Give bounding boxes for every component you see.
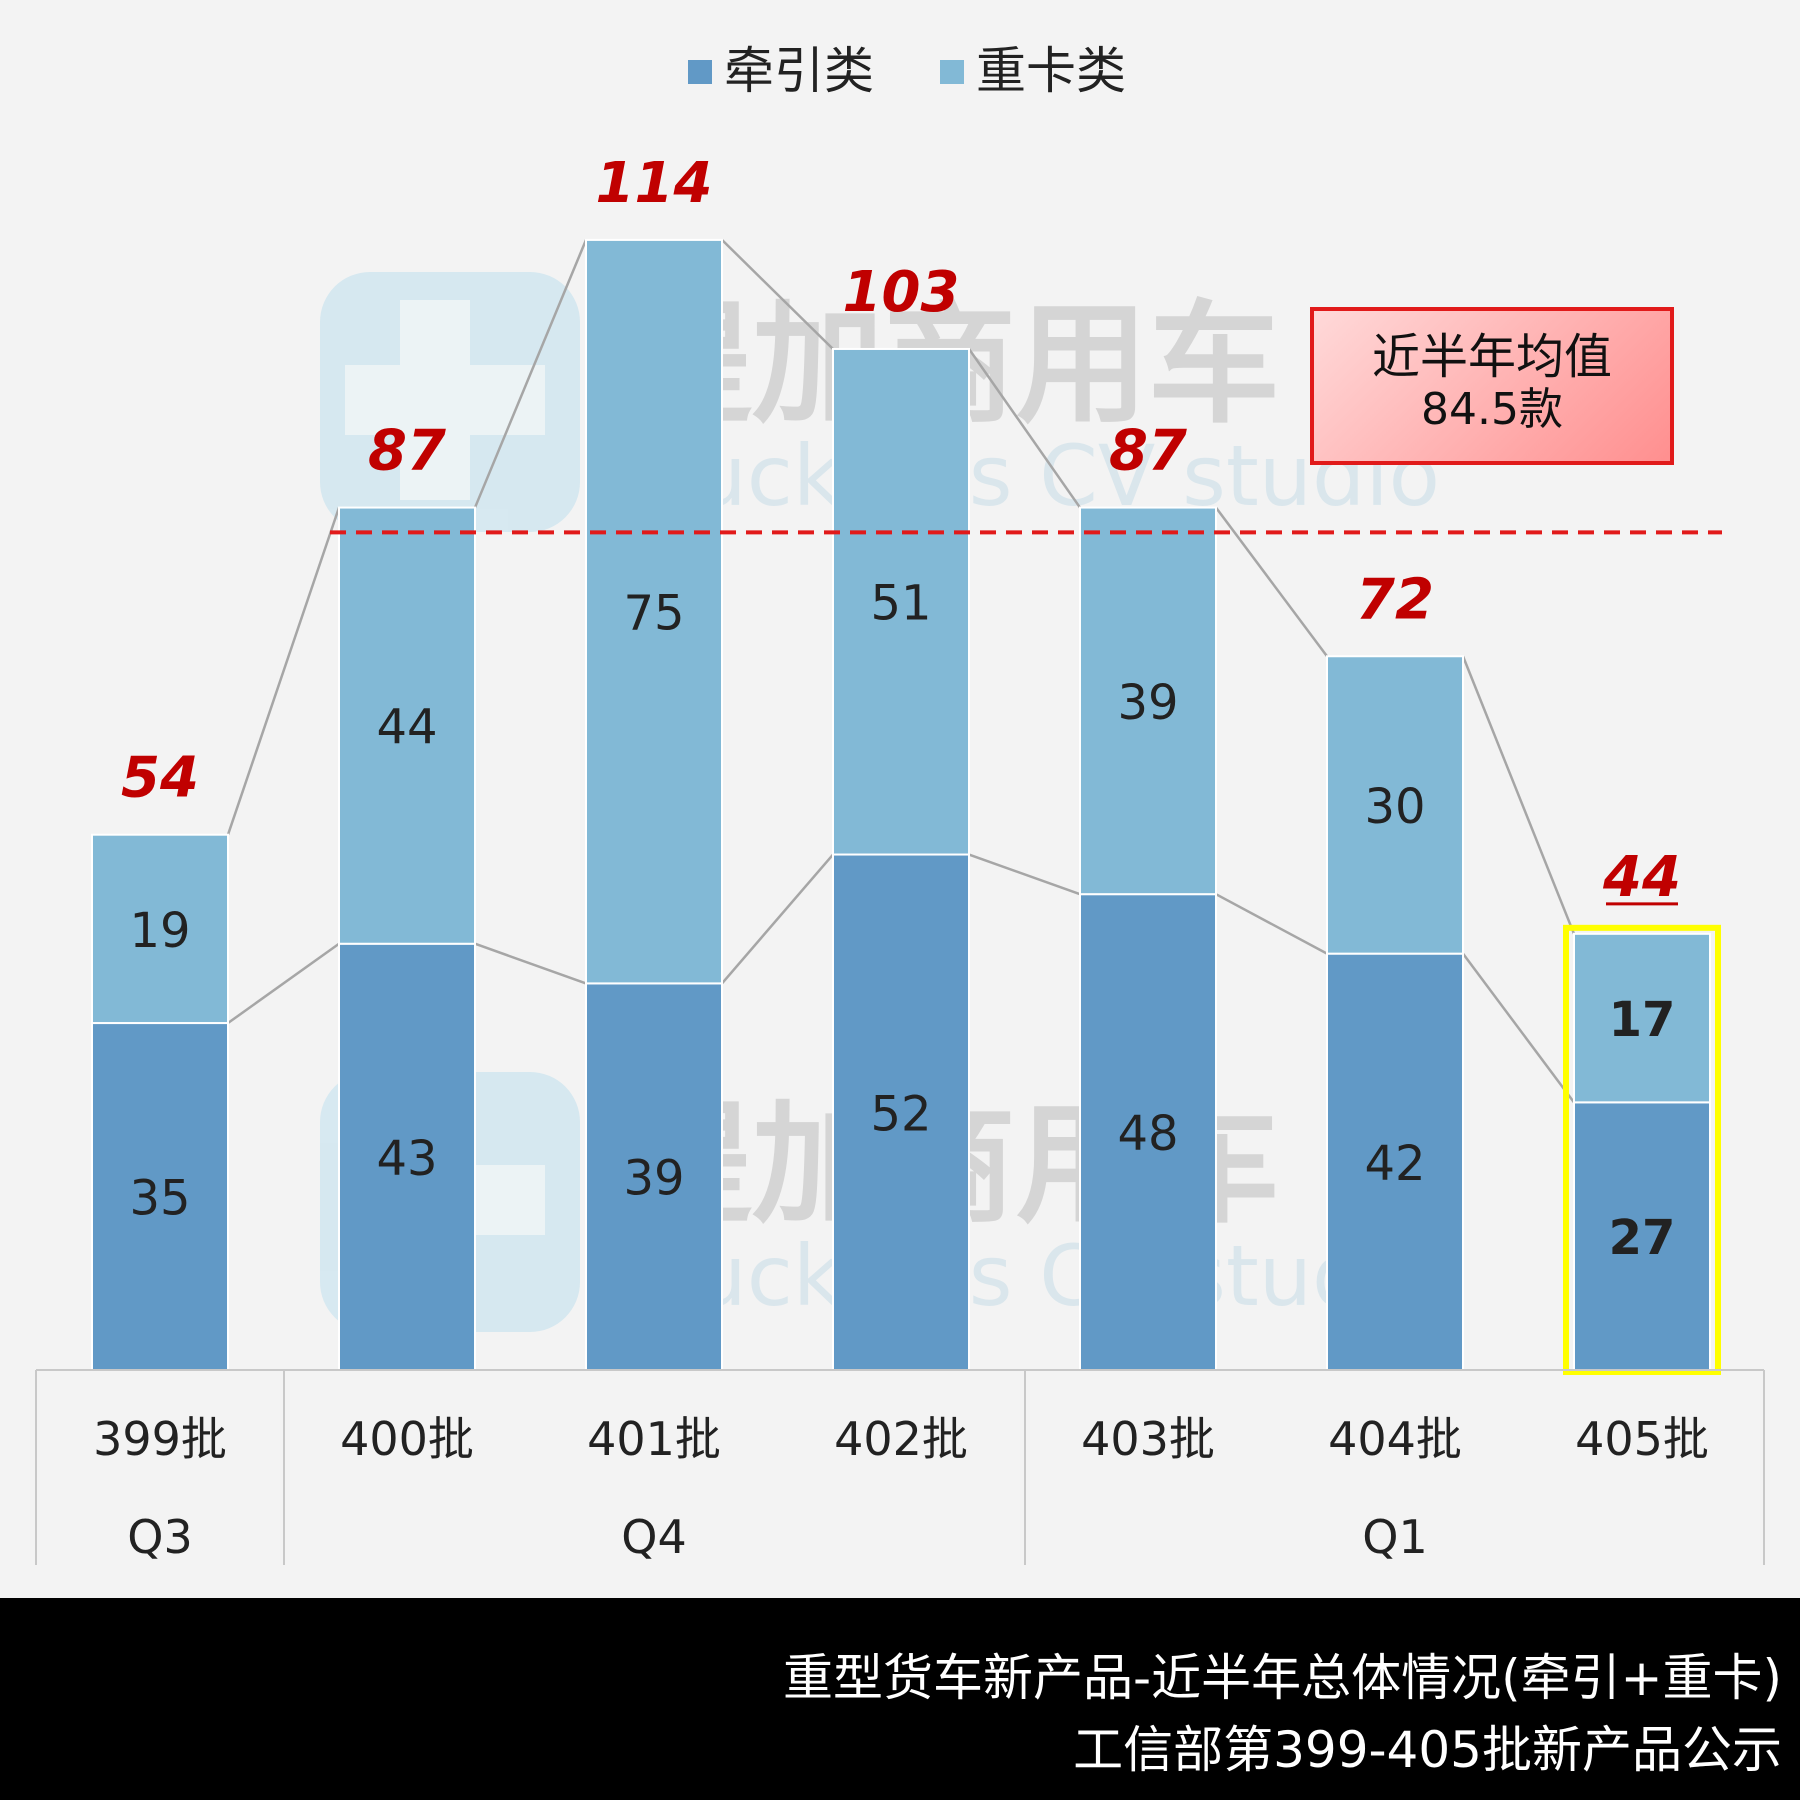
data-label-重卡类: 75 [623,586,684,642]
connector-line-牵引类 [968,853,1081,896]
connector-line-重卡类 [226,507,341,836]
data-label-牵引类: 27 [1609,1210,1676,1266]
bar-403批-牵引类 [1079,893,1217,1371]
total-label: 114 [596,151,713,216]
bar-405批-牵引类 [1573,1101,1711,1371]
data-label-重卡类: 19 [129,903,190,959]
bar-401批-重卡类 [585,238,723,985]
data-label-重卡类: 51 [870,576,931,632]
bar-405批-重卡类 [1573,932,1711,1104]
connector-line-牵引类 [721,853,834,985]
bar-401批-牵引类 [585,982,723,1371]
data-label-牵引类: 52 [870,1086,931,1142]
bar-399批-牵引类 [91,1022,229,1371]
legend-label-1: 牵引类 [724,42,874,100]
x-group-label: Q4 [621,1510,686,1564]
footer-title: 重型货车新产品-近半年总体情况(牵引+重卡) [783,1649,1782,1707]
highlight-frame [1563,924,1721,1376]
data-label-牵引类: 35 [129,1171,190,1227]
data-labels: 35 19 54 43 44 87 39 75 114 52 51 103 48 39 87 42 30 72 27… [121,151,1721,1376]
connector-line-重卡类 [473,239,588,509]
data-label-牵引类: 48 [1117,1106,1178,1162]
legend-swatch-1 [688,60,712,84]
average-callout-box: 近半年均值 84.5款 [1310,307,1674,465]
bar-404批-牵引类 [1326,952,1464,1371]
data-label-牵引类: 42 [1364,1136,1425,1192]
x-group-label: Q1 [1362,1510,1427,1564]
bar-403批-重卡类 [1079,506,1217,896]
average-label-value: 84.5款 [1421,384,1563,435]
x-axis: 399批 400批 401批 402批 403批 404批 405批 Q3 Q4 Q1 [35,1369,1765,1565]
bar-399批-重卡类 [91,833,229,1025]
connector-line-牵引类 [1215,893,1328,955]
x-tick-label: 405批 [1575,1412,1709,1466]
total-label: 103 [843,260,960,325]
connector-line-牵引类 [474,942,587,985]
connector-line-牵引类 [1461,952,1576,1104]
total-label: 87 [1109,419,1187,484]
x-tick-label: 399批 [93,1412,227,1466]
connector-line-重卡类 [1461,655,1576,935]
data-label-牵引类: 39 [623,1151,684,1207]
total-label: 87 [368,419,446,484]
bar-402批-牵引类 [832,853,970,1371]
legend-label-2: 重卡类 [976,42,1126,100]
watermark-sub-text: TruckPlus CV studio [619,1227,1440,1325]
data-label-重卡类: 44 [376,700,437,756]
watermark-1: 提加商用车TruckPlus CV studio [320,272,1440,532]
legend-swatch-2 [940,60,964,84]
total-label: 72 [1356,567,1434,632]
data-label-重卡类: 30 [1364,779,1425,835]
total-label: 54 [121,746,199,811]
x-tick-label: 403批 [1081,1412,1215,1466]
x-tick-label: 402批 [834,1412,968,1466]
x-group-label: Q3 [127,1510,192,1564]
data-label-重卡类: 17 [1609,992,1676,1048]
bars [91,238,1711,1371]
watermark-logo-icon [345,365,545,435]
data-label-重卡类: 39 [1117,675,1178,731]
stacked-bar-chart: 提加商用车TruckPlus CV studio提加商用车TruckPlus C… [35,42,1765,1565]
bar-404批-重卡类 [1326,655,1464,955]
x-tick-label: 404批 [1328,1412,1462,1466]
x-tick-label: 400批 [340,1412,474,1466]
series-connector-lines [226,239,1576,1104]
footer-banner: 重型货车新产品-近半年总体情况(牵引+重卡) 工信部第399-405批新产品公示 [0,1598,1800,1800]
data-label-牵引类: 43 [376,1131,437,1187]
footer-subtitle: 工信部第399-405批新产品公示 [1073,1721,1782,1779]
connector-line-重卡类 [1214,506,1329,658]
bar-400批-重卡类 [338,506,476,945]
bar-402批-重卡类 [832,347,970,856]
total-label: 44 [1602,845,1681,910]
watermark-sub-text: TruckPlus CV studio [619,427,1440,525]
average-label-title: 近半年均值 [1371,329,1612,385]
bar-400批-牵引类 [338,942,476,1371]
legend: 牵引类 重卡类 [688,42,1126,100]
connector-line-重卡类 [721,239,834,350]
x-tick-label: 401批 [587,1412,721,1466]
connector-line-重卡类 [967,348,1082,509]
connector-line-牵引类 [227,942,340,1025]
